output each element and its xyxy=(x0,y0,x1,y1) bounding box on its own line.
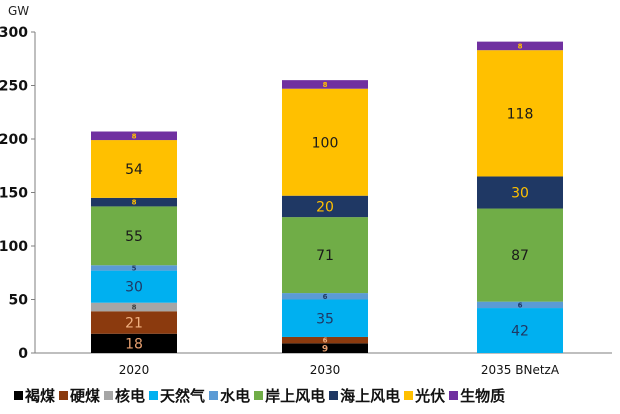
y-tick-label: 300 xyxy=(0,25,28,41)
y-axis: 0 50 100 150 200 250 300 xyxy=(0,25,36,362)
y-tick-label: 100 xyxy=(0,239,28,255)
bar-segment xyxy=(91,302,177,312)
x-tick-label: 2020 xyxy=(119,363,150,377)
bar-segment xyxy=(91,131,177,141)
data-label: 35 xyxy=(316,311,334,327)
legend-item: 天然气 xyxy=(149,385,205,406)
bar-segment xyxy=(477,308,563,353)
legend: 褐煤 硬煤 核电 天然气 水电 岸上风电 海上风电 光伏 生物质 xyxy=(14,384,614,406)
data-label: 8 xyxy=(132,304,137,312)
legend-label: 光伏 xyxy=(415,386,446,405)
bar-segment xyxy=(477,301,563,309)
bar-segment xyxy=(91,197,177,207)
legend-swatch xyxy=(254,390,264,400)
bar-segment xyxy=(477,208,563,302)
bar-segment xyxy=(282,217,368,294)
data-label: 21 xyxy=(125,316,143,332)
data-label: 6 xyxy=(518,301,523,309)
legend-item: 核电 xyxy=(104,385,145,406)
legend-swatch xyxy=(59,390,69,400)
data-label: 5 xyxy=(132,264,137,272)
data-label: 30 xyxy=(125,280,143,296)
data-label: 6 xyxy=(323,293,328,301)
data-label: 20 xyxy=(316,199,334,215)
bar-segment xyxy=(91,140,177,198)
legend-label: 生物质 xyxy=(460,386,506,405)
bar-segment xyxy=(282,299,368,337)
legend-swatch xyxy=(329,390,339,400)
bar-segment xyxy=(477,41,563,51)
data-label: 6 xyxy=(323,337,328,345)
legend-swatch xyxy=(14,390,23,400)
x-axis: 2020 2030 2035 BNetzA xyxy=(35,352,612,377)
data-label: 100 xyxy=(312,135,339,151)
bar-segment xyxy=(91,333,177,353)
data-label: 118 xyxy=(507,106,534,122)
y-tick-label: 150 xyxy=(0,186,28,202)
bar-segment xyxy=(282,88,368,196)
data-label: 55 xyxy=(125,229,143,245)
data-label: 8 xyxy=(323,81,328,89)
legend-item: 海上风电 xyxy=(329,385,400,406)
data-label: 8 xyxy=(518,42,523,50)
legend-swatch xyxy=(404,390,414,400)
legend-swatch xyxy=(149,390,159,400)
legend-item: 生物质 xyxy=(449,385,505,406)
y-tick-label: 50 xyxy=(9,293,29,309)
bar-segment xyxy=(282,343,368,353)
legend-item: 岸上风电 xyxy=(254,385,325,406)
legend-swatch xyxy=(209,390,219,400)
legend-label: 水电 xyxy=(220,386,251,405)
legend-label: 核电 xyxy=(115,386,146,405)
y-tick-label: 250 xyxy=(0,79,28,95)
bar-segment xyxy=(477,176,563,209)
bar-segment xyxy=(91,311,177,334)
bar-segment xyxy=(282,336,368,344)
legend-label: 硬煤 xyxy=(70,386,101,405)
data-label: 8 xyxy=(132,132,137,140)
y-axis-label: GW xyxy=(8,4,29,18)
x-tick-label: 2035 BNetzA xyxy=(481,363,560,377)
legend-item: 水电 xyxy=(209,385,250,406)
legend-item: 光伏 xyxy=(404,385,445,406)
bar-segment xyxy=(477,50,563,177)
bar-segment xyxy=(282,293,368,300)
data-label: 54 xyxy=(125,162,143,178)
legend-swatch xyxy=(104,390,114,400)
legend-label: 海上风电 xyxy=(340,386,401,405)
bar-segment xyxy=(91,206,177,266)
legend-label: 天然气 xyxy=(160,386,206,405)
legend-label: 褐煤 xyxy=(25,386,56,405)
data-label: 30 xyxy=(511,186,529,202)
x-tick-label: 2030 xyxy=(310,363,341,377)
data-label: 42 xyxy=(511,324,529,340)
y-tick-label: 0 xyxy=(18,346,28,362)
data-label: 87 xyxy=(511,248,529,264)
bar-segment xyxy=(91,270,177,303)
data-label: 18 xyxy=(125,336,143,352)
data-label: 71 xyxy=(316,248,334,264)
legend-label: 岸上风电 xyxy=(265,386,326,405)
legend-item: 褐煤 xyxy=(14,385,55,406)
bar-segment xyxy=(282,80,368,89)
bar-segment xyxy=(91,265,177,271)
y-tick-label: 200 xyxy=(0,132,28,148)
legend-swatch xyxy=(449,390,459,400)
legend-item: 硬煤 xyxy=(59,385,100,406)
bar-segment xyxy=(282,195,368,218)
data-label: 8 xyxy=(132,199,137,207)
data-label: 9 xyxy=(322,344,328,354)
